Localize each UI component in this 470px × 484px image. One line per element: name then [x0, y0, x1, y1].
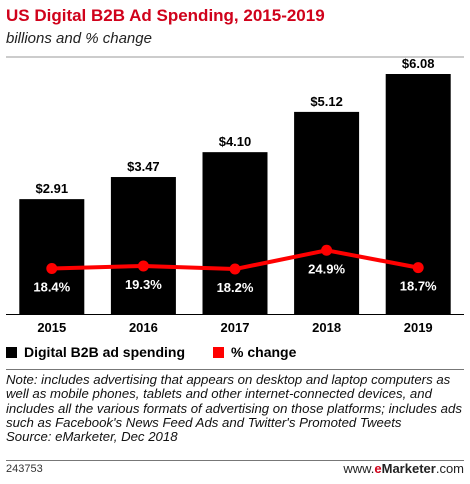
- footer-divider: [6, 460, 464, 461]
- legend: Digital B2B ad spending % change: [6, 344, 324, 360]
- line-layer: [46, 244, 424, 275]
- bar-2018: [294, 111, 360, 314]
- labels-layer: $2.91 2015 $3.47 2016 $4.10 2017 $5.12 2018 $6.0…: [33, 56, 437, 335]
- pct-change-point-2015: [46, 262, 58, 274]
- brand-prefix: www.: [343, 461, 375, 476]
- emarketer-logo: www.eMarketer.com: [343, 461, 464, 476]
- pct-change-point-2019: [412, 262, 424, 274]
- bar-2016: [110, 177, 176, 314]
- pct-change-label-2017: 18.2%: [217, 280, 254, 295]
- brand-e: e: [374, 461, 382, 476]
- chart-subtitle: billions and % change: [6, 30, 152, 47]
- bar-value-label-2017: $4.10: [219, 134, 252, 149]
- legend-swatch-spending: [6, 346, 17, 358]
- chart-id: 243753: [6, 463, 43, 475]
- bar-2015: [19, 199, 85, 314]
- bars-layer: [19, 74, 451, 314]
- legend-label-spending: Digital B2B ad spending: [24, 344, 186, 360]
- x-tick-label-2016: 2016: [129, 320, 158, 335]
- pct-change-label-2015: 18.4%: [33, 279, 70, 294]
- x-tick-label-2018: 2018: [312, 320, 341, 335]
- legend-label-change: % change: [231, 344, 297, 360]
- legend-item-spending: Digital B2B ad spending: [6, 344, 185, 360]
- pct-change-label-2016: 19.3%: [125, 277, 162, 292]
- bar-value-label-2016: $3.47: [127, 159, 160, 174]
- bar-value-label-2015: $2.91: [36, 181, 69, 196]
- note-divider: [6, 369, 464, 370]
- note-text: Note: includes advertising that appears …: [6, 372, 462, 430]
- bar-2017: [202, 152, 268, 314]
- pct-change-label-2018: 24.9%: [308, 261, 345, 276]
- pct-change-point-2017: [229, 263, 241, 275]
- x-tick-label-2017: 2017: [221, 320, 250, 335]
- chart-title: US Digital B2B Ad Spending, 2015-2019: [6, 6, 325, 25]
- bar-value-label-2019: $6.08: [402, 56, 435, 71]
- chart-note: Note: includes advertising that appears …: [6, 372, 468, 445]
- legend-item-change: % change: [213, 344, 296, 360]
- pct-change-label-2019: 18.7%: [400, 279, 437, 294]
- chart-svg: $2.91 2015 $3.47 2016 $4.10 2017 $5.12 2018 $6.0…: [6, 56, 464, 335]
- x-tick-label-2015: 2015: [37, 320, 66, 335]
- pct-change-point-2018: [321, 244, 333, 256]
- legend-swatch-change: [213, 346, 225, 358]
- brand-name: Marketer: [381, 461, 436, 476]
- source-text: Source: eMarketer, Dec 2018: [6, 429, 178, 445]
- bar-2019: [385, 74, 451, 314]
- brand-suffix: .com: [435, 461, 464, 476]
- bar-value-label-2018: $5.12: [310, 94, 343, 109]
- x-tick-label-2019: 2019: [404, 320, 433, 335]
- pct-change-point-2016: [137, 260, 149, 272]
